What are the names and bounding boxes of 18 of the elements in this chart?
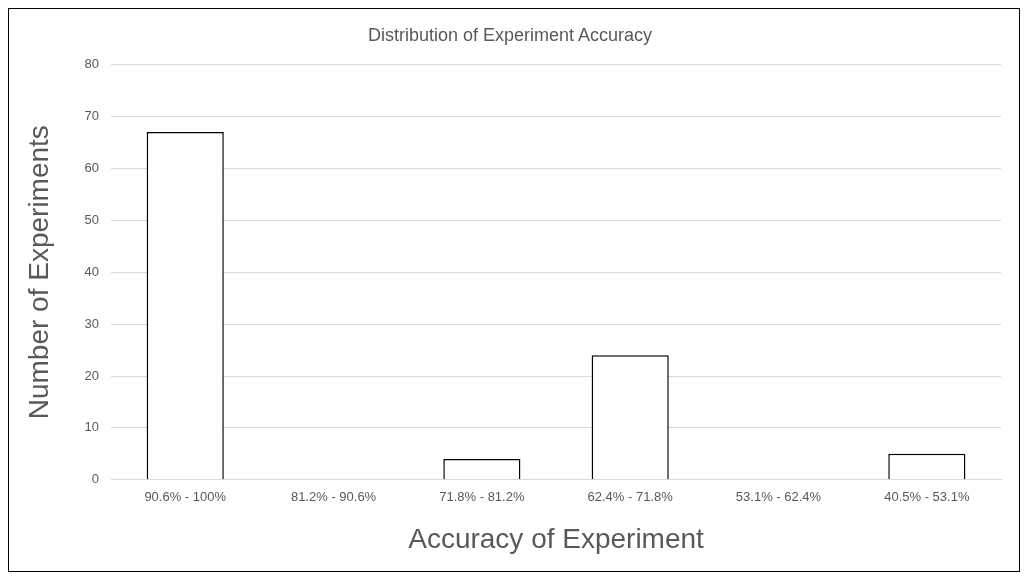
x-tick-label: 81.2% - 90.6% (290, 489, 377, 505)
y-tick-label: 0 (91, 471, 100, 487)
y-tick-label: 60 (84, 159, 100, 175)
x-tick-label: 71.8% - 81.2% (439, 489, 525, 505)
y-tick-label: 30 (84, 315, 100, 331)
x-tick-label: 90.6% - 100% (144, 489, 227, 505)
y-tick-label: 10 (84, 419, 100, 435)
y-tick-label: 50 (84, 211, 100, 227)
y-tick-label: 20 (84, 367, 100, 383)
x-axis-title: Accuracy of Experiment (408, 522, 705, 554)
chart-title: Distribution of Experiment Accuracy (367, 24, 653, 45)
x-tick-label: 40.5% - 53.1% (884, 489, 970, 505)
y-tick-label: 70 (84, 108, 100, 124)
x-tick-label: 62.4% - 71.8% (587, 489, 674, 505)
y-tick-label: 40 (84, 263, 100, 279)
y-tick-label: 80 (84, 56, 100, 72)
y-axis-title: Number of Experiments (22, 125, 54, 420)
x-tick-label: 53.1% - 62.4% (735, 489, 822, 505)
